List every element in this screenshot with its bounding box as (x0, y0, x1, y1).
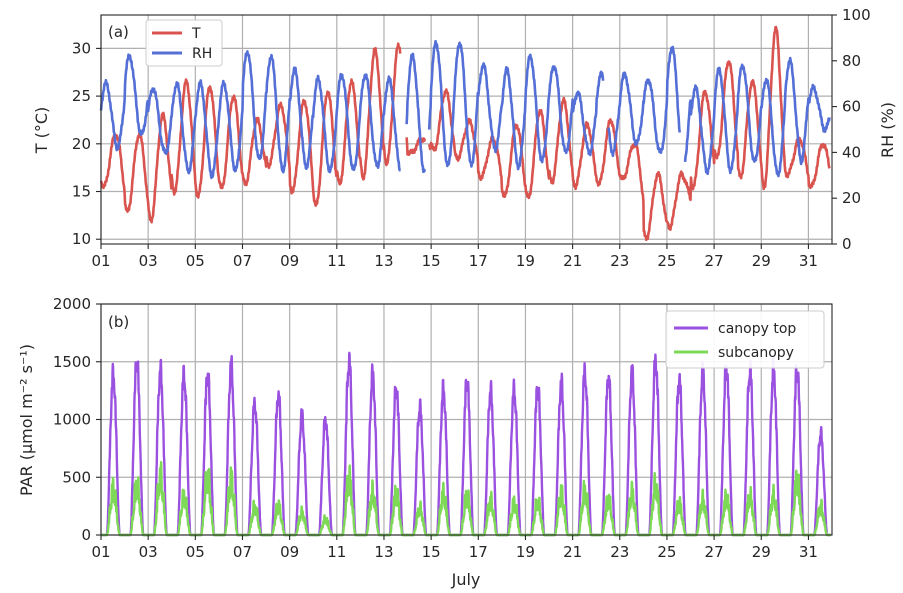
y-tick-label: 1500 (53, 353, 91, 371)
legend-label: RH (192, 46, 212, 62)
x-tick-label: 05 (186, 252, 205, 270)
y2-tick-label: 80 (842, 52, 861, 70)
x-tick-label: 27 (705, 252, 724, 270)
x-tick-label: 17 (469, 252, 488, 270)
y-tick-label: 2000 (53, 295, 91, 313)
panel-b-label: (b) (108, 313, 129, 331)
x-tick-label: 03 (139, 543, 158, 561)
x-tick-label: 29 (752, 252, 771, 270)
y2-tick-label: 100 (842, 6, 871, 24)
panel-b-ticks: 01 03 05 07 09 11 13 15 17 19 21 23 25 27 29 31 0 500 1000… (53, 295, 818, 561)
legend-label: T (191, 26, 201, 42)
panel-a-frame (100, 14, 833, 245)
x-tick-label: 13 (374, 252, 393, 270)
y2-tick-label: 60 (842, 98, 861, 116)
x-tick-label: 07 (233, 543, 252, 561)
x-tick-label: 31 (799, 252, 818, 270)
y2-tick-label: 40 (842, 143, 861, 161)
panel-a-series (99, 25, 831, 242)
x-tick-label: 11 (327, 252, 346, 270)
x-tick-label: 25 (657, 252, 676, 270)
legend-label: canopy top (718, 321, 796, 337)
x-tick-label: 01 (91, 543, 110, 561)
panel-b-xlabel: July (451, 570, 481, 589)
y-tick-label: 30 (72, 39, 91, 57)
x-tick-label: 05 (186, 543, 205, 561)
x-tick-label: 23 (610, 252, 629, 270)
x-tick-label: 19 (516, 543, 535, 561)
y-tick-label: 25 (72, 87, 91, 105)
panel-a-ylabel: T (°C) (32, 107, 51, 155)
y2-tick-label: 20 (842, 189, 861, 207)
y2-tick-label: 0 (842, 235, 852, 253)
panel-a-ticks: 01 03 05 07 09 11 13 15 17 19 21 23 25 27 29 31 10 15 20 25… (72, 6, 871, 270)
panel-b-series (100, 351, 832, 537)
x-tick-label: 29 (752, 543, 771, 561)
panel-a-legend: T RH (145, 19, 223, 67)
y-tick-label: 20 (72, 135, 91, 153)
panel-a-label: (a) (108, 23, 129, 41)
y-tick-label: 1000 (53, 411, 91, 429)
x-tick-label: 15 (422, 252, 441, 270)
panel-a-chart: 01 03 05 07 09 11 13 15 17 19 21 23 25 27 29 31 10 15 20 25… (32, 6, 897, 270)
x-tick-label: 21 (563, 543, 582, 561)
series-line-rh (99, 39, 831, 180)
legend-label: subcanopy (718, 345, 794, 361)
panel-a-y2label: RH (%) (878, 102, 897, 158)
panel-b-ylabel: PAR (μmol m⁻² s⁻¹) (17, 344, 36, 496)
y-tick-label: 10 (72, 230, 91, 248)
y-tick-label: 15 (72, 183, 91, 201)
x-tick-label: 27 (705, 543, 724, 561)
x-tick-label: 01 (91, 252, 110, 270)
x-tick-label: 11 (327, 543, 346, 561)
x-tick-label: 23 (610, 543, 629, 561)
x-tick-label: 07 (233, 252, 252, 270)
x-tick-label: 21 (563, 252, 582, 270)
x-tick-label: 31 (799, 543, 818, 561)
y-tick-label: 500 (62, 468, 91, 486)
x-tick-label: 17 (469, 543, 488, 561)
x-tick-label: 09 (280, 543, 299, 561)
panel-b-chart: 01 03 05 07 09 11 13 15 17 19 21 23 25 27 29 31 0 500 1000… (17, 295, 833, 589)
y-tick-label: 0 (81, 526, 91, 544)
x-tick-label: 09 (280, 252, 299, 270)
x-tick-label: 13 (374, 543, 393, 561)
panel-b-legend: canopy top subcanopy (665, 310, 825, 369)
x-tick-label: 19 (516, 252, 535, 270)
x-tick-label: 15 (422, 543, 441, 561)
x-tick-label: 25 (657, 543, 676, 561)
x-tick-label: 03 (139, 252, 158, 270)
legend-box (665, 310, 825, 369)
